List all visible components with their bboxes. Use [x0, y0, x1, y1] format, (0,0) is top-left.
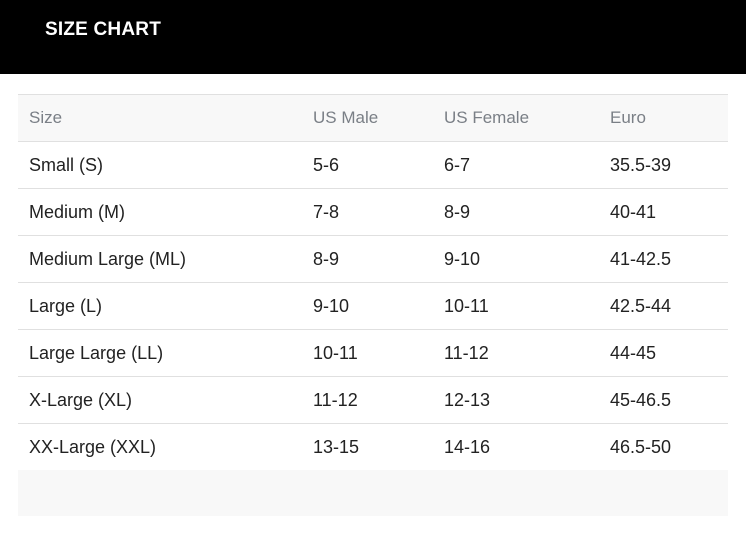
cell-euro: 46.5-50: [599, 423, 728, 471]
size-chart-table-container: Size US Male US Female Euro Small (S) 5-…: [18, 94, 728, 471]
table-row: Small (S) 5-6 6-7 35.5-39: [18, 141, 728, 189]
cell-us-male: 13-15: [302, 423, 433, 471]
cell-us-male: 9-10: [302, 282, 433, 330]
column-header-euro: Euro: [599, 94, 728, 142]
header-bar: SIZE CHART: [0, 0, 746, 74]
cell-euro: 41-42.5: [599, 235, 728, 283]
cell-us-female: 10-11: [433, 282, 599, 330]
column-header-us-female: US Female: [433, 94, 599, 142]
cell-size: Small (S): [18, 141, 302, 189]
cell-size: XX-Large (XXL): [18, 423, 302, 471]
table-row: Medium (M) 7-8 8-9 40-41: [18, 188, 728, 236]
cell-us-female: 11-12: [433, 329, 599, 377]
page-title: SIZE CHART: [45, 19, 161, 40]
cell-us-male: 10-11: [302, 329, 433, 377]
cell-us-female: 6-7: [433, 141, 599, 189]
cell-us-male: 11-12: [302, 376, 433, 424]
cell-euro: 45-46.5: [599, 376, 728, 424]
cell-us-male: 5-6: [302, 141, 433, 189]
cell-euro: 35.5-39: [599, 141, 728, 189]
column-header-size: Size: [18, 94, 302, 142]
table-row: Large Large (LL) 10-11 11-12 44-45: [18, 329, 728, 377]
cell-us-male: 7-8: [302, 188, 433, 236]
cell-euro: 40-41: [599, 188, 728, 236]
table-row: Large (L) 9-10 10-11 42.5-44: [18, 282, 728, 330]
cell-euro: 44-45: [599, 329, 728, 377]
cell-us-female: 12-13: [433, 376, 599, 424]
table-header-row: Size US Male US Female Euro: [18, 94, 728, 142]
cell-us-female: 8-9: [433, 188, 599, 236]
cell-size: Medium (M): [18, 188, 302, 236]
cell-us-female: 9-10: [433, 235, 599, 283]
cell-us-female: 14-16: [433, 423, 599, 471]
table-header: Size US Male US Female Euro: [18, 94, 728, 142]
cell-euro: 42.5-44: [599, 282, 728, 330]
table-row: XX-Large (XXL) 13-15 14-16 46.5-50: [18, 423, 728, 471]
size-chart-table: Size US Male US Female Euro Small (S) 5-…: [18, 94, 728, 471]
cell-size: Large Large (LL): [18, 329, 302, 377]
cell-us-male: 8-9: [302, 235, 433, 283]
table-footer-band: [18, 470, 728, 516]
table-body: Small (S) 5-6 6-7 35.5-39 Medium (M) 7-8…: [18, 141, 728, 471]
cell-size: Large (L): [18, 282, 302, 330]
cell-size: Medium Large (ML): [18, 235, 302, 283]
table-row: X-Large (XL) 11-12 12-13 45-46.5: [18, 376, 728, 424]
column-header-us-male: US Male: [302, 94, 433, 142]
table-row: Medium Large (ML) 8-9 9-10 41-42.5: [18, 235, 728, 283]
cell-size: X-Large (XL): [18, 376, 302, 424]
